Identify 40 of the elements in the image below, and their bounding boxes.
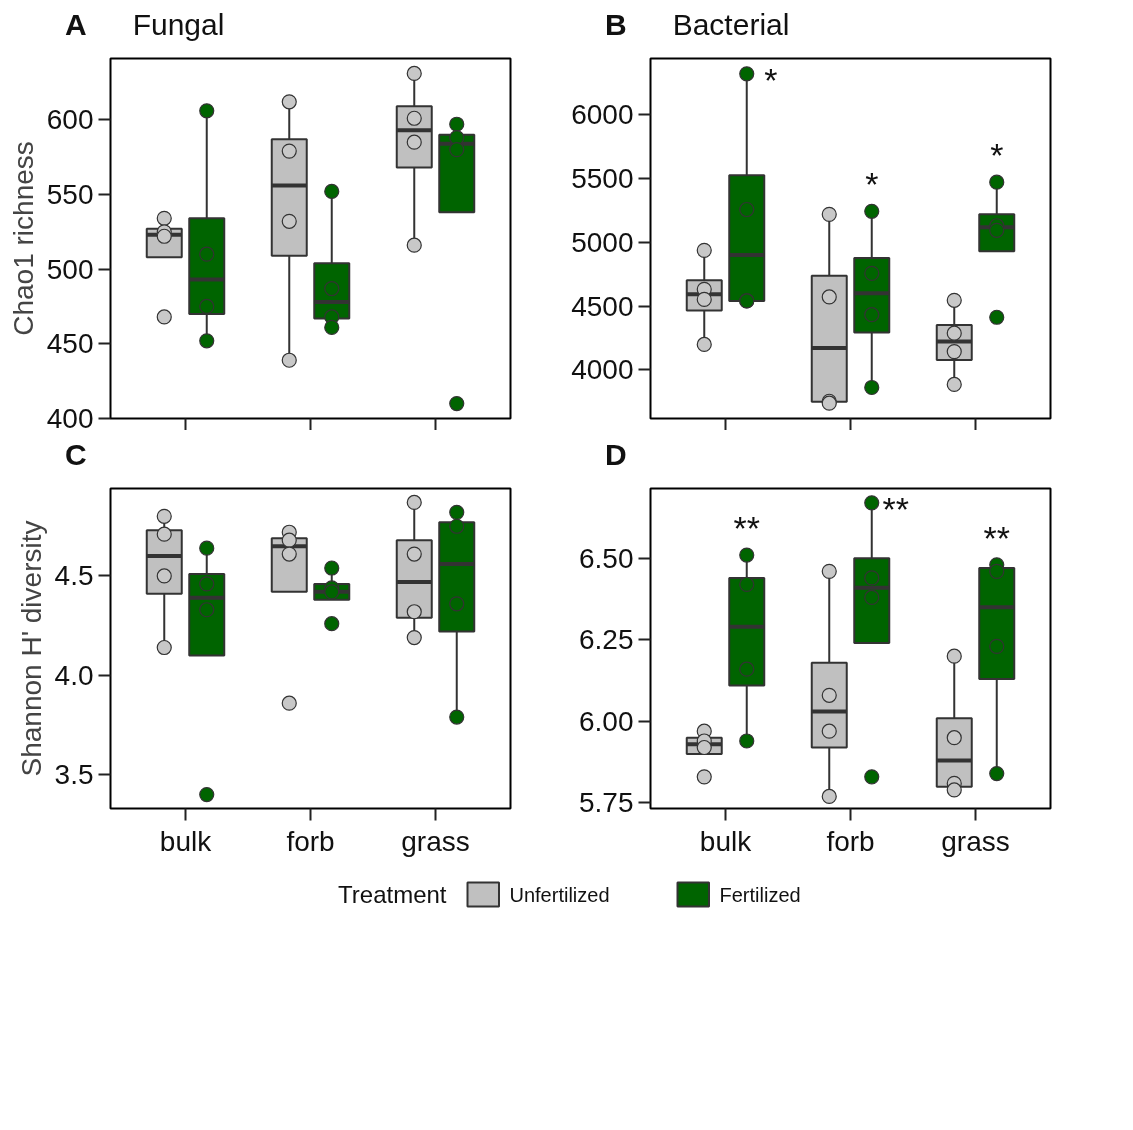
chart-subtitle: Fungal	[132, 8, 225, 41]
y-tick-label: 5000	[571, 226, 634, 258]
x-tick-label: forb	[286, 825, 335, 857]
chart-title: C	[65, 438, 87, 471]
legend-label: Unfertilized	[509, 883, 610, 906]
y-tick-label: 4500	[571, 290, 634, 322]
x-tick-label: bulk	[159, 825, 213, 857]
chart-title: D	[605, 438, 627, 471]
y-tick-label: 600	[46, 104, 94, 136]
y-tick-label: 500	[46, 253, 94, 285]
y-tick-label: 6000	[571, 99, 634, 131]
y-tick-label: 400	[46, 403, 94, 434]
annotation: **	[733, 509, 760, 548]
x-tick-label: grass	[401, 825, 470, 857]
y-tick-label: 550	[46, 178, 94, 210]
x-tick-label: grass	[941, 825, 1010, 857]
chart-title: B	[605, 8, 627, 41]
annotation: **	[882, 489, 909, 528]
x-tick-label: bulk	[699, 825, 753, 857]
y-tick-label: 450	[46, 328, 94, 360]
y-tick-label: 4.0	[54, 659, 94, 691]
annotation: *	[764, 60, 778, 99]
legend-label: Fertilized	[719, 883, 801, 906]
annotation: *	[990, 136, 1004, 175]
y-tick-label: 5500	[571, 163, 634, 194]
y-tick-label: 3.5	[54, 759, 94, 791]
x-tick-label: forb	[826, 825, 875, 857]
y-axis-title: Shannon H' diversity	[15, 520, 47, 777]
y-tick-label: 6.50	[579, 542, 634, 574]
y-axis-title: Chao1 richness	[7, 141, 39, 336]
y-tick-label: 4000	[571, 354, 634, 386]
y-tick-label: 6.25	[579, 624, 634, 656]
chart-subtitle: Bacterial	[672, 8, 790, 41]
annotation: **	[983, 518, 1010, 557]
annotation: *	[865, 165, 879, 204]
y-tick-label: 4.5	[54, 560, 94, 592]
legend-title: Treatment	[338, 881, 447, 908]
y-tick-label: 6.00	[579, 705, 634, 737]
chart-title: A	[65, 8, 87, 41]
y-tick-label: 5.75	[579, 787, 634, 819]
